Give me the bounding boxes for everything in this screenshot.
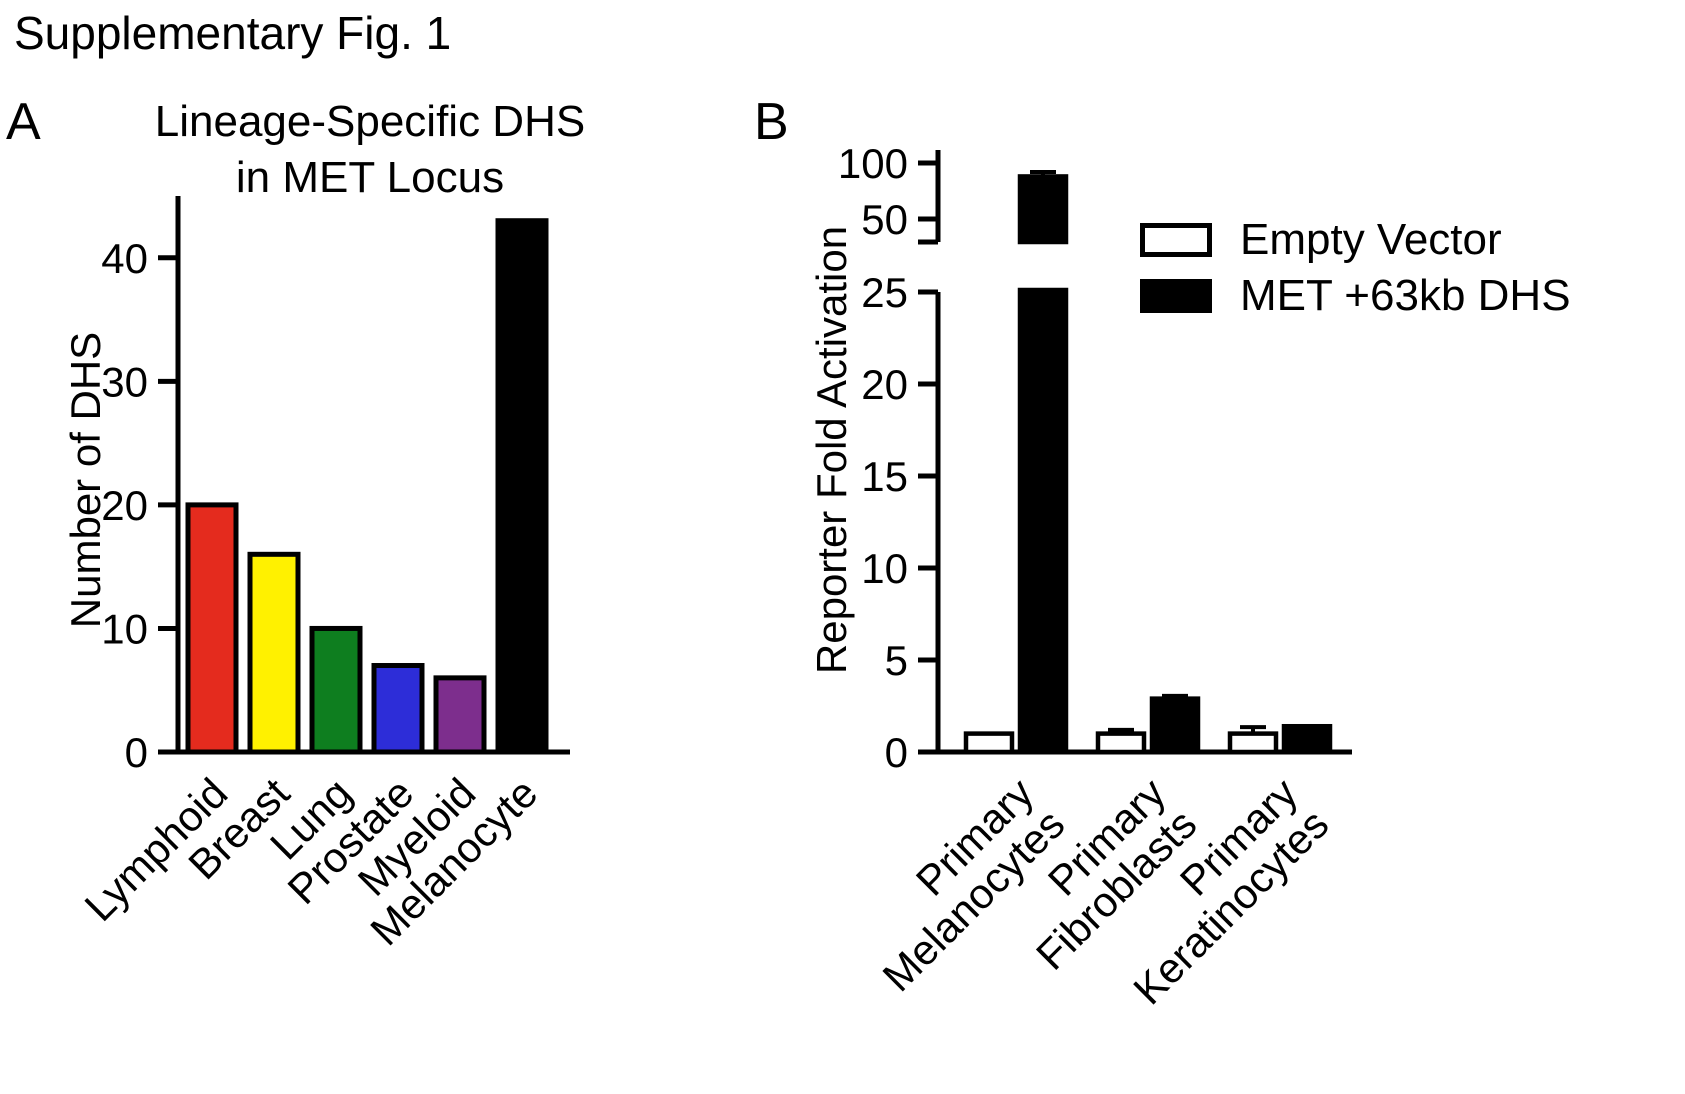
panel-a-bar-myeloid bbox=[433, 675, 487, 755]
panel-b-y-tick-label: 0 bbox=[885, 729, 908, 776]
legend-item-met-dhs: MET +63kb DHS bbox=[1140, 271, 1571, 320]
panel-a-y-tick-label: 10 bbox=[101, 605, 148, 652]
panel-a-bar-lymphoid bbox=[185, 502, 239, 755]
panel-b-y-tick-label: 20 bbox=[861, 361, 908, 408]
legend-swatch-empty-vector bbox=[1140, 223, 1212, 257]
figure-title: Supplementary Fig. 1 bbox=[14, 7, 452, 59]
panel-a-title-line1: Lineage-Specific DHS bbox=[154, 97, 586, 146]
panel-b-bar-s0-g2 bbox=[1227, 731, 1279, 755]
panel-b-bar-s1-g1 bbox=[1149, 696, 1201, 755]
panel-b-bar-s0-g1 bbox=[1095, 731, 1147, 755]
panel-b-bar-s1-g0-lower bbox=[1017, 287, 1069, 755]
panel-a-y-tick-label: 0 bbox=[125, 729, 148, 776]
panel-b-category-label: PrimaryMelanocytes bbox=[842, 769, 1073, 1000]
panel-a-bar-lung bbox=[309, 625, 363, 755]
panel-a-y-tick-label: 40 bbox=[101, 235, 148, 282]
legend: Empty Vector MET +63kb DHS bbox=[1140, 215, 1571, 332]
legend-swatch-met-dhs bbox=[1140, 279, 1212, 313]
panel-b-y-tick-label: 25 bbox=[861, 269, 908, 316]
legend-item-empty-vector: Empty Vector bbox=[1140, 215, 1571, 264]
legend-label-met-dhs: MET +63kb DHS bbox=[1240, 271, 1571, 320]
panel-b-y-tick-label: 10 bbox=[861, 545, 908, 592]
panel-a-bar-melanocyte bbox=[495, 218, 549, 755]
panel-a-title-line2: in MET Locus bbox=[235, 153, 505, 203]
panel-a-bar-prostate bbox=[371, 663, 425, 755]
panel-b-label: B bbox=[754, 93, 789, 151]
panel-a-label: A bbox=[6, 93, 41, 151]
panel-a-title: Lineage-Specific DHS in MET Locus bbox=[110, 94, 630, 207]
legend-label-empty-vector: Empty Vector bbox=[1240, 215, 1502, 264]
panel-a-y-tick-label: 30 bbox=[101, 358, 148, 405]
panel-b-bar-s1-g0-upper bbox=[1017, 174, 1069, 245]
panel-b-bar-s0-g0 bbox=[963, 731, 1015, 755]
panel-a-bar-breast bbox=[247, 551, 301, 755]
panel-b-y-tick-label: 15 bbox=[861, 453, 908, 500]
panel-b-y-tick-label: 5 bbox=[885, 637, 908, 684]
panel-a-y-tick-label: 20 bbox=[101, 482, 148, 529]
panel-b-bar-s1-g2 bbox=[1281, 723, 1333, 755]
panel-b-y-tick-label: 100 bbox=[838, 140, 908, 187]
panel-b-y-tick-label: 50 bbox=[861, 196, 908, 243]
